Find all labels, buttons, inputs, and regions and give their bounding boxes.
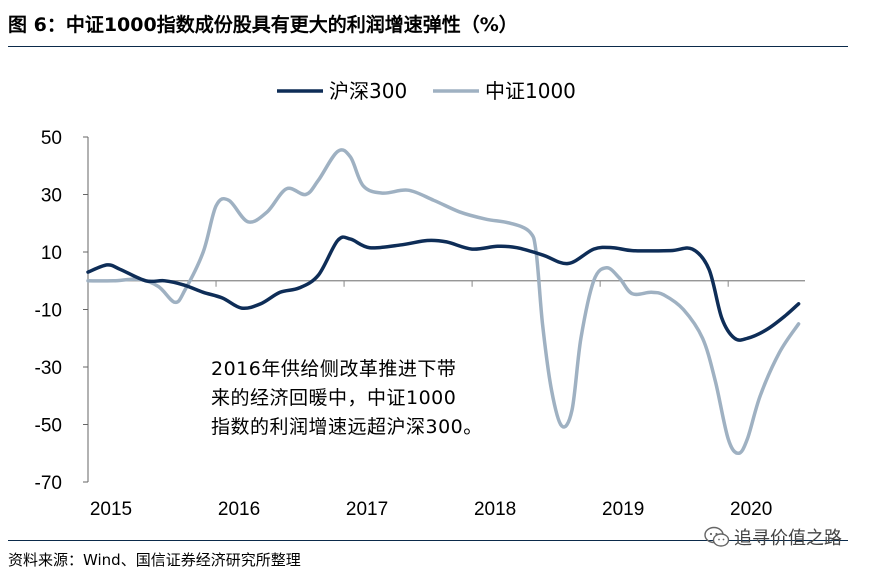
- x-tick-label: 2016: [218, 499, 260, 520]
- watermark: 追寻价值之路: [704, 524, 842, 550]
- y-tick-label: -30: [35, 358, 62, 379]
- x-tick-label: 2020: [730, 499, 772, 520]
- annotation-line: 来的经济回暖中，中证1000: [211, 387, 456, 409]
- series-line-csi1000: [86, 148, 801, 456]
- x-tick-label: 2019: [602, 499, 644, 520]
- legend-label: 中证1000: [485, 79, 576, 103]
- x-tick-label: 2015: [90, 499, 132, 520]
- annotation-line: 指数的利润增速远超沪深300。: [211, 416, 483, 438]
- figure-footer: [8, 540, 848, 541]
- series-line-hs300: [86, 235, 801, 342]
- wechat-icon: [704, 526, 730, 547]
- y-tick-label: -70: [35, 473, 62, 494]
- annotation-line: 2016年供给侧改革推进下带: [211, 358, 456, 380]
- source-note: 资料来源：Wind、国信证券经济研究所整理: [8, 551, 301, 569]
- x-tick-label: 2018: [474, 499, 516, 520]
- watermark-text: 追寻价值之路: [734, 528, 842, 549]
- y-tick-label: -50: [35, 416, 62, 437]
- y-tick-label: 50: [41, 128, 62, 149]
- y-tick-label: 10: [41, 243, 62, 264]
- figure-header: [8, 10, 848, 47]
- x-tick-label: 2017: [346, 499, 388, 520]
- y-tick-label: -10: [35, 301, 62, 322]
- legend-label: 沪深300: [329, 79, 407, 103]
- y-tick-label: 30: [41, 186, 62, 207]
- figure-title: 图 6：中证1000指数成份股具有更大的利润增速弹性（%）: [8, 14, 518, 36]
